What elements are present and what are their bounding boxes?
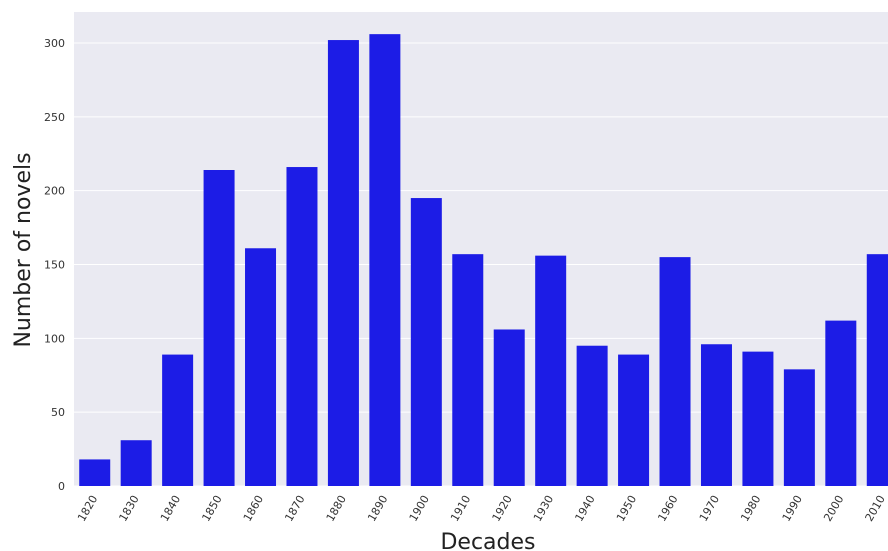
x-tick-label: 1970 bbox=[697, 493, 722, 524]
y-axis-ticks: 0 50 100 150 200 250 300 bbox=[44, 37, 65, 493]
x-tick-label: 1910 bbox=[448, 493, 473, 524]
x-tick-label: 1820 bbox=[75, 493, 100, 524]
x-tick-label: 1950 bbox=[614, 493, 639, 524]
bar-1910 bbox=[452, 254, 484, 486]
bar-1890 bbox=[369, 34, 401, 486]
y-tick-label: 250 bbox=[44, 111, 65, 124]
x-tick-label: 1930 bbox=[531, 493, 556, 524]
x-tick-label: 1830 bbox=[117, 493, 142, 524]
bar-1930 bbox=[535, 255, 567, 486]
x-tick-label: 1990 bbox=[780, 493, 805, 524]
x-tick-label: 1920 bbox=[490, 493, 515, 524]
y-tick-label: 300 bbox=[44, 37, 65, 50]
y-tick-label: 150 bbox=[44, 259, 65, 272]
x-tick-label: 2000 bbox=[821, 493, 846, 524]
y-tick-label: 100 bbox=[44, 332, 65, 345]
x-tick-label: 1860 bbox=[241, 493, 266, 524]
bar-1960 bbox=[659, 257, 691, 486]
x-tick-label: 1880 bbox=[324, 493, 349, 524]
y-tick-label: 0 bbox=[58, 480, 65, 493]
bar-1850 bbox=[203, 170, 235, 486]
bar-1940 bbox=[576, 345, 608, 486]
bar-2000 bbox=[825, 320, 857, 486]
bar-1880 bbox=[327, 40, 359, 486]
x-tick-label: 1960 bbox=[655, 493, 680, 524]
bar-1860 bbox=[245, 248, 277, 486]
x-tick-label: 1940 bbox=[572, 493, 597, 524]
x-axis-ticks: 1820 1830 1840 1850 1860 1870 1880 1890 1900 1910… bbox=[75, 493, 888, 524]
x-tick-label: 1900 bbox=[407, 493, 432, 524]
x-tick-label: 2010 bbox=[863, 493, 888, 524]
bar-1980 bbox=[742, 351, 774, 486]
bar-1900 bbox=[410, 198, 442, 486]
x-tick-label: 1850 bbox=[199, 493, 224, 524]
bar-1990 bbox=[783, 369, 815, 486]
bar-1870 bbox=[286, 167, 318, 486]
bar-1840 bbox=[162, 354, 194, 486]
x-axis-label: Decades bbox=[440, 530, 535, 551]
y-tick-label: 200 bbox=[44, 185, 65, 198]
bar-1970 bbox=[700, 344, 732, 486]
bars bbox=[79, 34, 888, 486]
bar-1830 bbox=[120, 440, 152, 486]
y-axis-label: Number of novels bbox=[11, 152, 36, 347]
bar-1920 bbox=[493, 329, 525, 486]
bar-1950 bbox=[618, 354, 650, 486]
x-tick-label: 1870 bbox=[282, 493, 307, 524]
x-tick-label: 1840 bbox=[158, 493, 183, 524]
x-tick-label: 1890 bbox=[365, 493, 390, 524]
y-tick-label: 50 bbox=[51, 406, 65, 419]
bar-2010 bbox=[866, 254, 888, 486]
bar-1820 bbox=[79, 459, 111, 486]
x-tick-label: 1980 bbox=[738, 493, 763, 524]
